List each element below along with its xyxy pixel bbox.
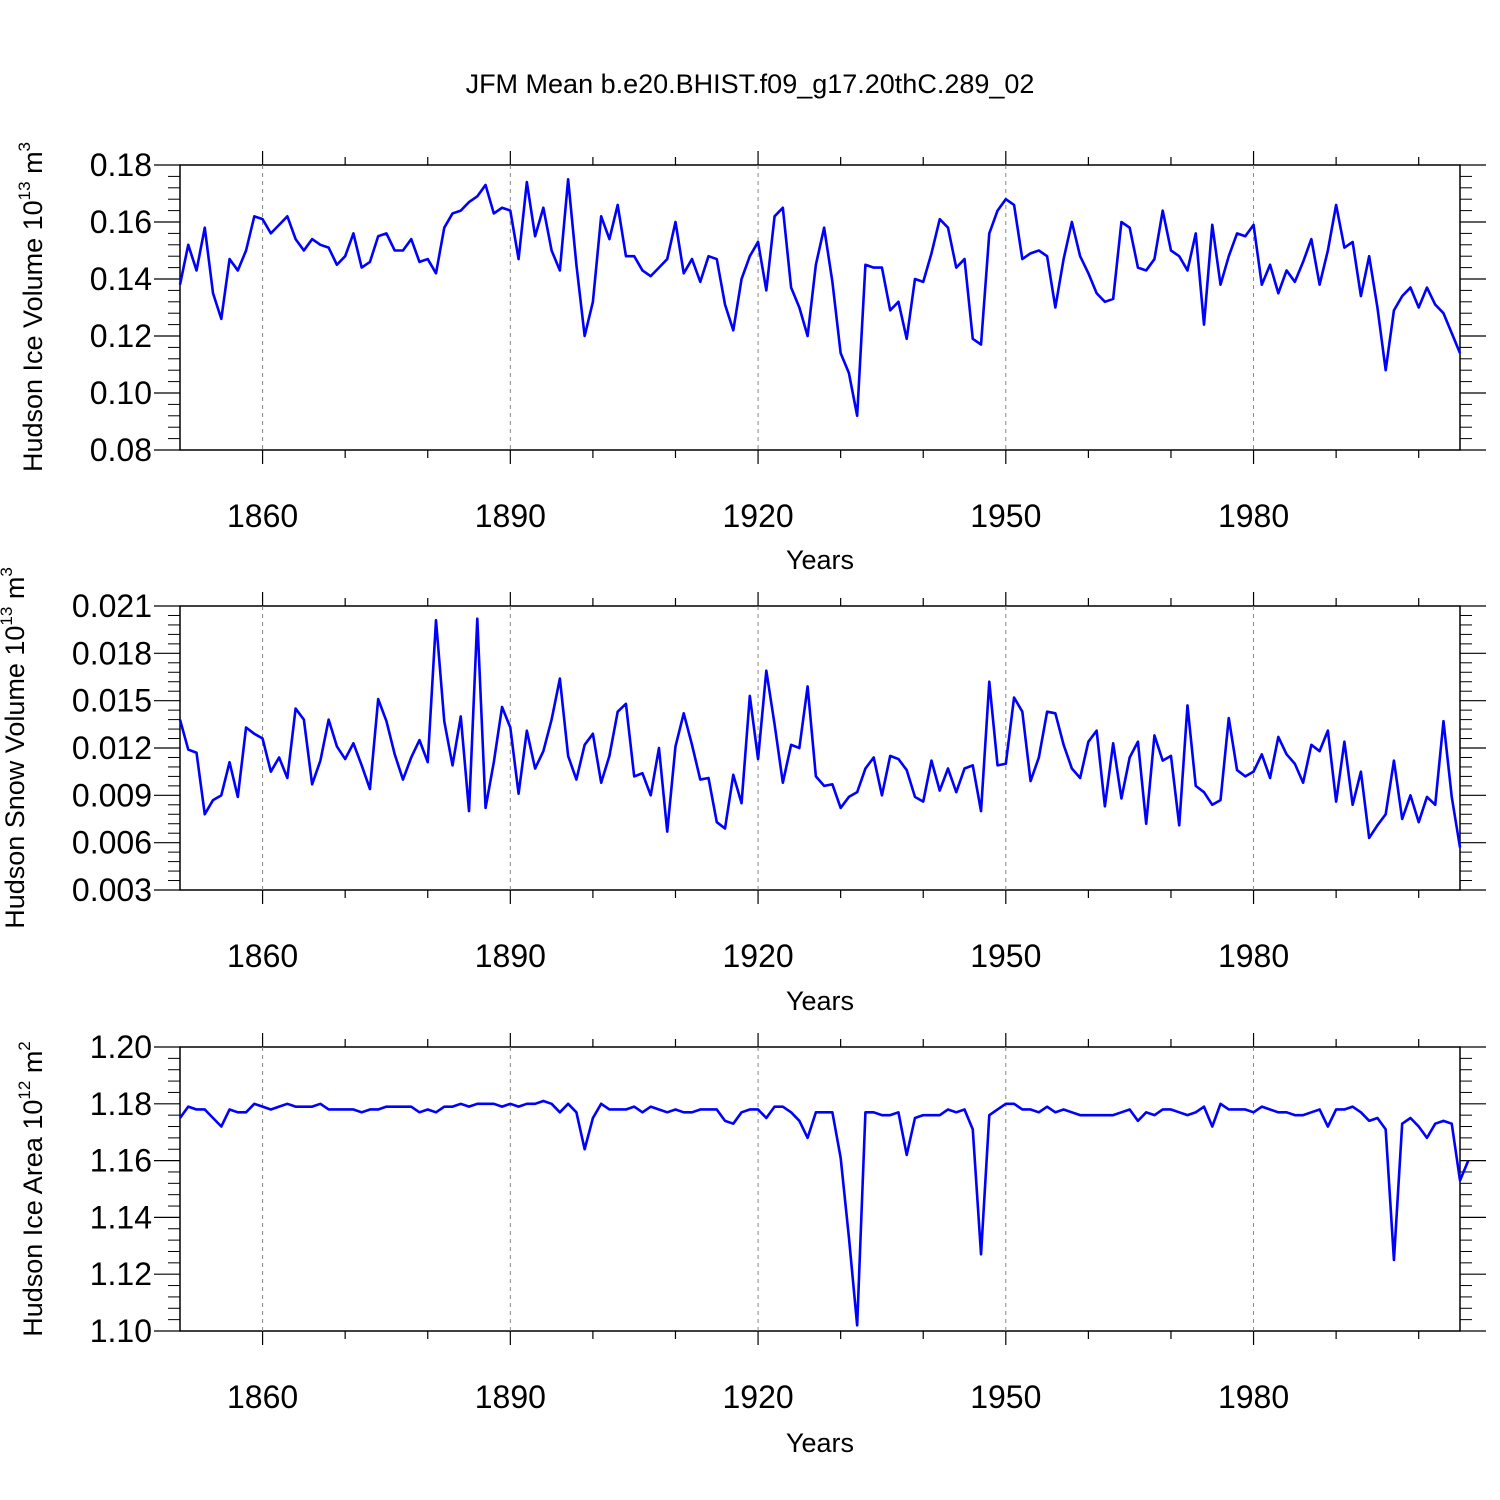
y-tick-label-3: 0.012: [72, 730, 152, 766]
y-tick-label-1: 1.12: [90, 1256, 152, 1292]
x-tick-labels: 1860 1890 1920 1950 1980: [227, 938, 1289, 974]
y-tick-label-4: 1.18: [90, 1086, 152, 1122]
x-axis-title: Years: [786, 986, 854, 1016]
data-line: [178, 177, 1462, 418]
y-tick-labels: 0.003 0.006 0.009 0.012 0.015 0.018 0.021: [72, 588, 152, 908]
y-axis-title-exp: 13: [15, 181, 34, 200]
y-axis-title-unit-exp: 3: [15, 142, 34, 151]
y-tick-label-1: 0.10: [90, 375, 152, 411]
x-tick-label-1: 1890: [475, 938, 546, 974]
x-tick-labels: 1860 1890 1920 1950 1980: [227, 498, 1289, 534]
y-tick-label-3: 1.16: [90, 1143, 152, 1179]
y-axis-title-unit: m: [18, 151, 48, 181]
y-tick-label-5: 0.018: [72, 635, 152, 671]
y-axis-title-unit-exp: 3: [0, 567, 16, 576]
y-tick-label-0: 1.10: [90, 1313, 152, 1349]
x-axis-title: Years: [786, 545, 854, 575]
x-tick-label-0: 1860: [227, 1379, 298, 1415]
y-axis-title-text: Hudson Ice Area 10: [18, 1100, 48, 1337]
y-axis-title-text: Hudson Snow Volume 10: [0, 626, 30, 929]
data-line: [178, 617, 1462, 848]
y-tick-label-2: 0.12: [90, 318, 152, 354]
y-axis-title-exp: 13: [0, 607, 16, 626]
x-tick-label-2: 1920: [722, 938, 793, 974]
x-tick-label-0: 1860: [227, 498, 298, 534]
axis-ticks: [154, 592, 1486, 904]
x-tick-label-2: 1920: [722, 1379, 793, 1415]
data-line: [178, 1099, 1470, 1327]
y-axis-title-text: Hudson Ice Volume 10: [18, 200, 48, 472]
y-axis-title: Hudson Ice Area 1012 m2: [15, 1041, 48, 1337]
axis-ticks: [154, 151, 1486, 464]
y-tick-label-1: 0.006: [72, 825, 152, 861]
x-tick-label-3: 1950: [970, 498, 1041, 534]
y-axis-title: Hudson Ice Volume 1013 m3: [15, 142, 48, 472]
y-tick-label-2: 0.009: [72, 777, 152, 813]
x-tick-label-3: 1950: [970, 938, 1041, 974]
x-tick-label-3: 1950: [970, 1379, 1041, 1415]
y-axis-title-unit: m: [0, 577, 30, 607]
series-line: [178, 177, 1462, 418]
x-tick-label-0: 1860: [227, 938, 298, 974]
y-tick-label-6: 0.021: [72, 588, 152, 624]
y-tick-label-5: 1.20: [90, 1029, 152, 1065]
y-axis-title-unit-exp: 2: [15, 1041, 34, 1050]
y-axis-title: Hudson Snow Volume 1013 m3: [0, 567, 30, 929]
y-tick-label-2: 1.14: [90, 1199, 152, 1235]
series-line: [178, 617, 1462, 848]
x-tick-label-4: 1980: [1218, 938, 1289, 974]
y-tick-label-0: 0.003: [72, 872, 152, 908]
y-tick-labels: 0.08 0.10 0.12 0.14 0.16 0.18: [90, 147, 152, 468]
y-tick-label-5: 0.18: [90, 147, 152, 183]
y-tick-label-4: 0.16: [90, 204, 152, 240]
figure-title: JFM Mean b.e20.BHIST.f09_g17.20thC.289_0…: [466, 69, 1035, 99]
series-line: [178, 1099, 1470, 1327]
x-tick-label-4: 1980: [1218, 498, 1289, 534]
axis-ticks: [154, 1033, 1486, 1345]
panel-snow-volume: 0.003 0.006 0.009 0.012 0.015 0.018 0.021 1860…: [0, 567, 1486, 1016]
y-tick-label-0: 0.08: [90, 432, 152, 468]
panel-ice-area: 1.10 1.12 1.14 1.16 1.18 1.20 1860 1890 1920 195…: [15, 1029, 1486, 1458]
x-tick-labels: 1860 1890 1920 1950 1980: [227, 1379, 1289, 1415]
y-tick-labels: 1.10 1.12 1.14 1.16 1.18 1.20: [90, 1029, 152, 1349]
plot-frame: [179, 164, 1461, 451]
x-tick-label-1: 1890: [475, 498, 546, 534]
x-tick-label-1: 1890: [475, 1379, 546, 1415]
panel-ice-volume: 0.08 0.10 0.12 0.14 0.16 0.18 1860 1890 1920 195…: [15, 142, 1486, 575]
x-tick-label-4: 1980: [1218, 1379, 1289, 1415]
x-tick-label-2: 1920: [722, 498, 793, 534]
x-axis-title: Years: [786, 1428, 854, 1458]
plot-frame: [179, 1046, 1461, 1332]
y-axis-title-exp: 12: [15, 1081, 34, 1100]
y-axis-title-unit: m: [18, 1051, 48, 1081]
y-tick-label-4: 0.015: [72, 683, 152, 719]
y-tick-label-3: 0.14: [90, 261, 152, 297]
